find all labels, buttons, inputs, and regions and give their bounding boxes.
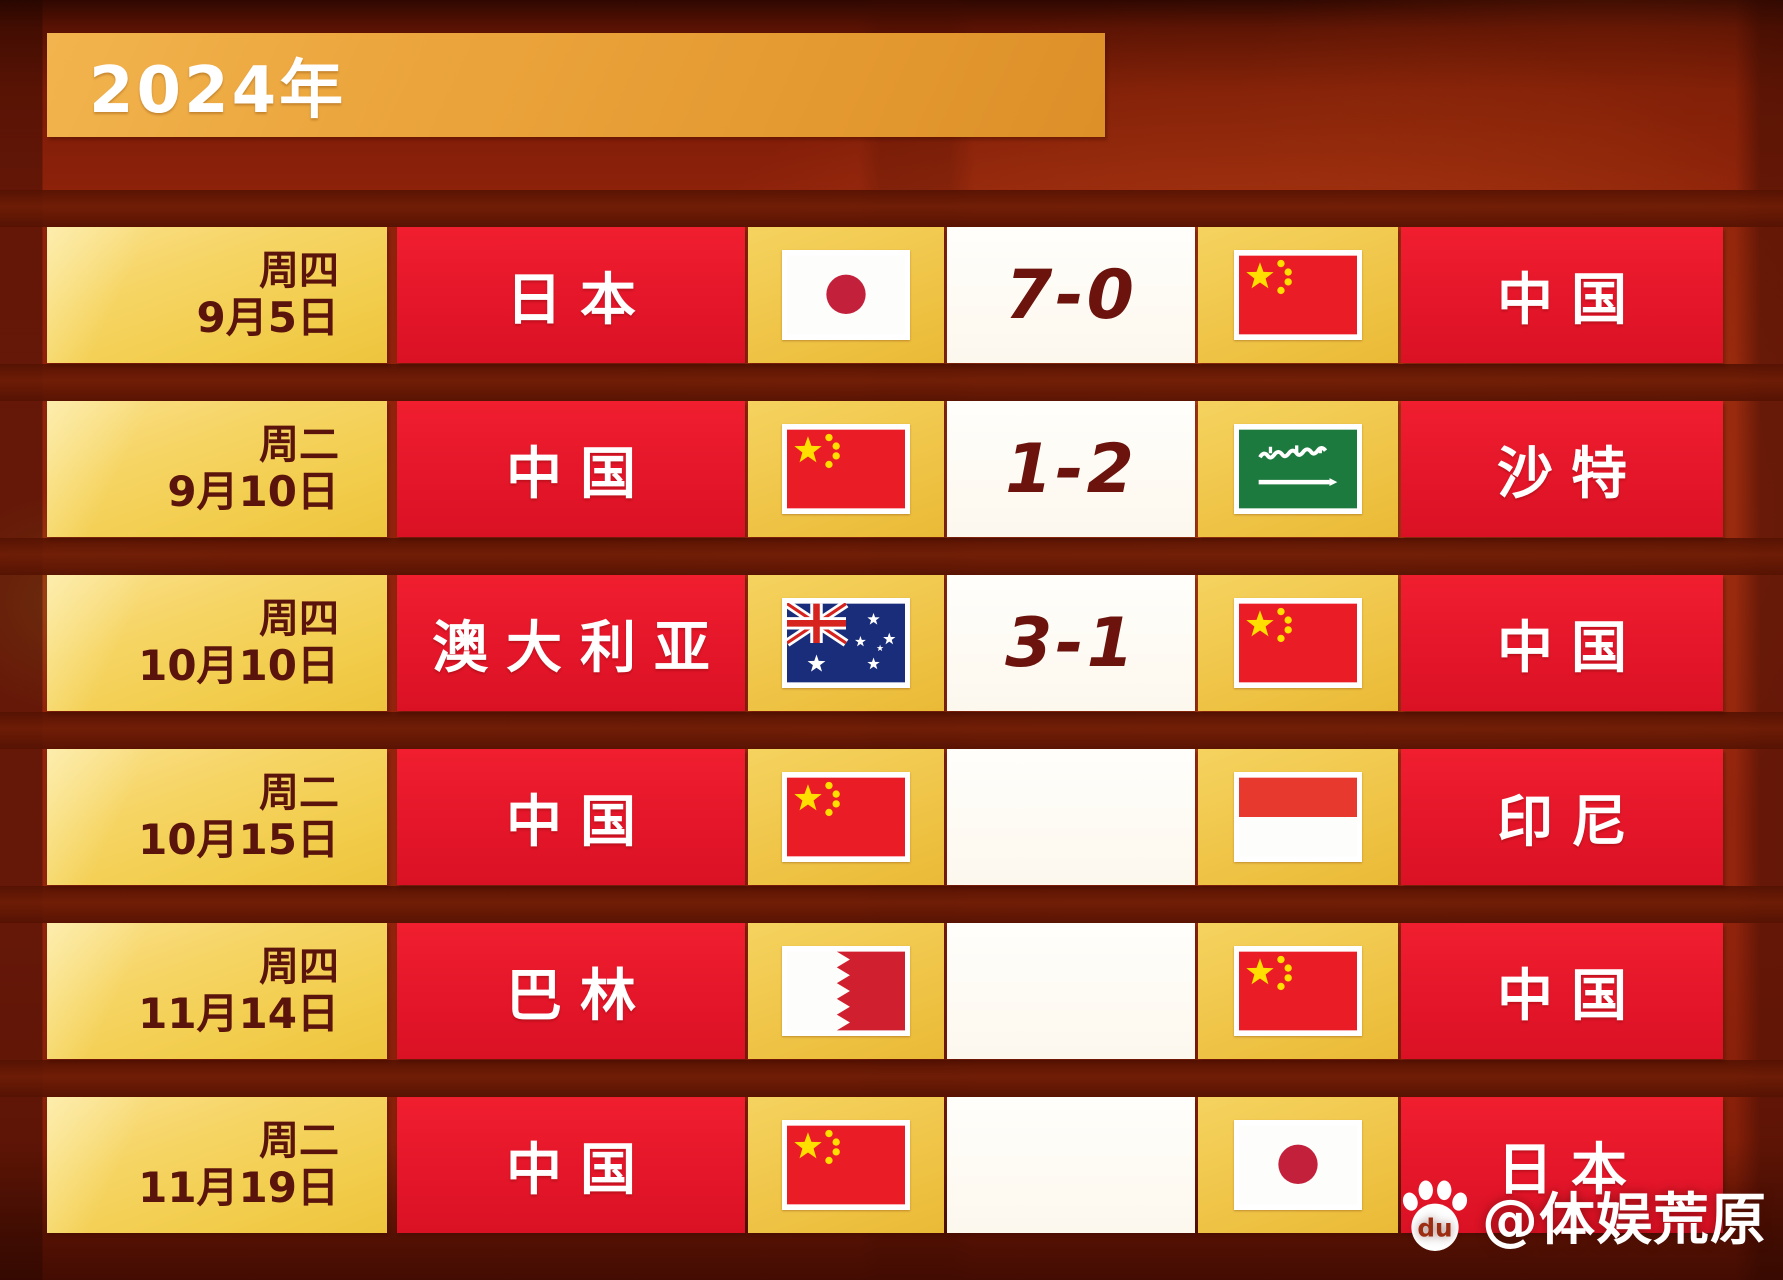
indonesia-flag: [1234, 772, 1362, 862]
match-date-box: 周四 10月10日: [47, 575, 387, 711]
away-flag-box: [1198, 227, 1398, 363]
match-score: 7-0: [947, 227, 1195, 363]
match-row: 周四 9月5日 日本 7-0 中国: [47, 227, 1723, 363]
away-flag-box: [1198, 1097, 1398, 1233]
divider-band: [0, 538, 1783, 575]
china-flag: [1234, 250, 1362, 340]
away-team-name: 中国: [1401, 227, 1723, 363]
match-date: 9月10日: [167, 466, 339, 516]
home-flag-box: [748, 227, 944, 363]
away-team-name: 沙特: [1401, 401, 1723, 537]
divider-band: [0, 712, 1783, 749]
home-flag-box: [748, 749, 944, 885]
china-flag: [782, 1120, 910, 1210]
match-date: 10月10日: [138, 640, 339, 690]
match-row: 周四 10月10日 澳大利亚 3-1 中国: [47, 575, 1723, 711]
match-date-box: 周二 9月10日: [47, 401, 387, 537]
match-date-box: 周四 11月14日: [47, 923, 387, 1059]
china-flag: [782, 772, 910, 862]
match-row: 周二 10月15日 中国 印尼: [47, 749, 1723, 885]
match-weekday: 周四: [259, 943, 339, 990]
home-team-name: 中国: [397, 1097, 745, 1233]
divider-band: [0, 886, 1783, 923]
match-weekday: 周四: [259, 247, 339, 294]
home-team-name: 中国: [397, 749, 745, 885]
home-team-name: 日本: [397, 227, 745, 363]
away-flag-box: [1198, 575, 1398, 711]
match-date: 10月15日: [138, 814, 339, 864]
watermark-handle: @体娱荒原: [1482, 1188, 1767, 1253]
match-score: [947, 1097, 1195, 1233]
match-date-box: 周二 11月19日: [47, 1097, 387, 1233]
svg-text:du: du: [1417, 1213, 1452, 1242]
away-team-name: 中国: [1401, 575, 1723, 711]
away-team-name: 日本: [1401, 1097, 1723, 1233]
away-flag-box: [1198, 923, 1398, 1059]
match-date-box: 周四 9月5日: [47, 227, 387, 363]
page-title: 2024年: [89, 54, 347, 128]
japan-flag: [1234, 1120, 1362, 1210]
home-flag-box: [748, 923, 944, 1059]
divider-band: [0, 1060, 1783, 1097]
match-date: 11月14日: [138, 988, 339, 1038]
away-team-name: 印尼: [1401, 749, 1723, 885]
divider-band: [0, 190, 1783, 227]
match-date: 9月5日: [196, 292, 339, 342]
away-flag-box: [1198, 749, 1398, 885]
japan-flag: [782, 250, 910, 340]
baidu-paw-icon: du: [1402, 1180, 1468, 1251]
match-score: 3-1: [947, 575, 1195, 711]
china-flag: [1234, 946, 1362, 1036]
match-weekday: 周四: [259, 595, 339, 642]
australia-flag: [782, 598, 910, 688]
home-flag-box: [748, 575, 944, 711]
saudi-arabia-flag: [1234, 424, 1362, 514]
away-team-name: 中国: [1401, 923, 1723, 1059]
bahrain-flag: [782, 946, 910, 1036]
match-row: 周二 9月10日 中国 1-2 沙特: [47, 401, 1723, 537]
home-flag-box: [748, 1097, 944, 1233]
home-team-name: 巴林: [397, 923, 745, 1059]
china-flag: [782, 424, 910, 514]
match-score: [947, 923, 1195, 1059]
divider-band: [0, 364, 1783, 401]
home-team-name: 澳大利亚: [397, 575, 745, 711]
watermark: du @体娱荒原: [1398, 1175, 1767, 1256]
match-date-box: 周二 10月15日: [47, 749, 387, 885]
match-row: 周二 11月19日 中国 日本: [47, 1097, 1723, 1233]
match-row: 周四 11月14日 巴林 中国: [47, 923, 1723, 1059]
home-team-name: 中国: [397, 401, 745, 537]
away-flag-box: [1198, 401, 1398, 537]
match-date: 11月19日: [138, 1162, 339, 1212]
match-weekday: 周二: [259, 1117, 339, 1164]
year-banner: 2024年: [47, 33, 1105, 137]
match-weekday: 周二: [259, 769, 339, 816]
match-weekday: 周二: [259, 421, 339, 468]
match-score: 1-2: [947, 401, 1195, 537]
home-flag-box: [748, 401, 944, 537]
china-flag: [1234, 598, 1362, 688]
match-score: [947, 749, 1195, 885]
